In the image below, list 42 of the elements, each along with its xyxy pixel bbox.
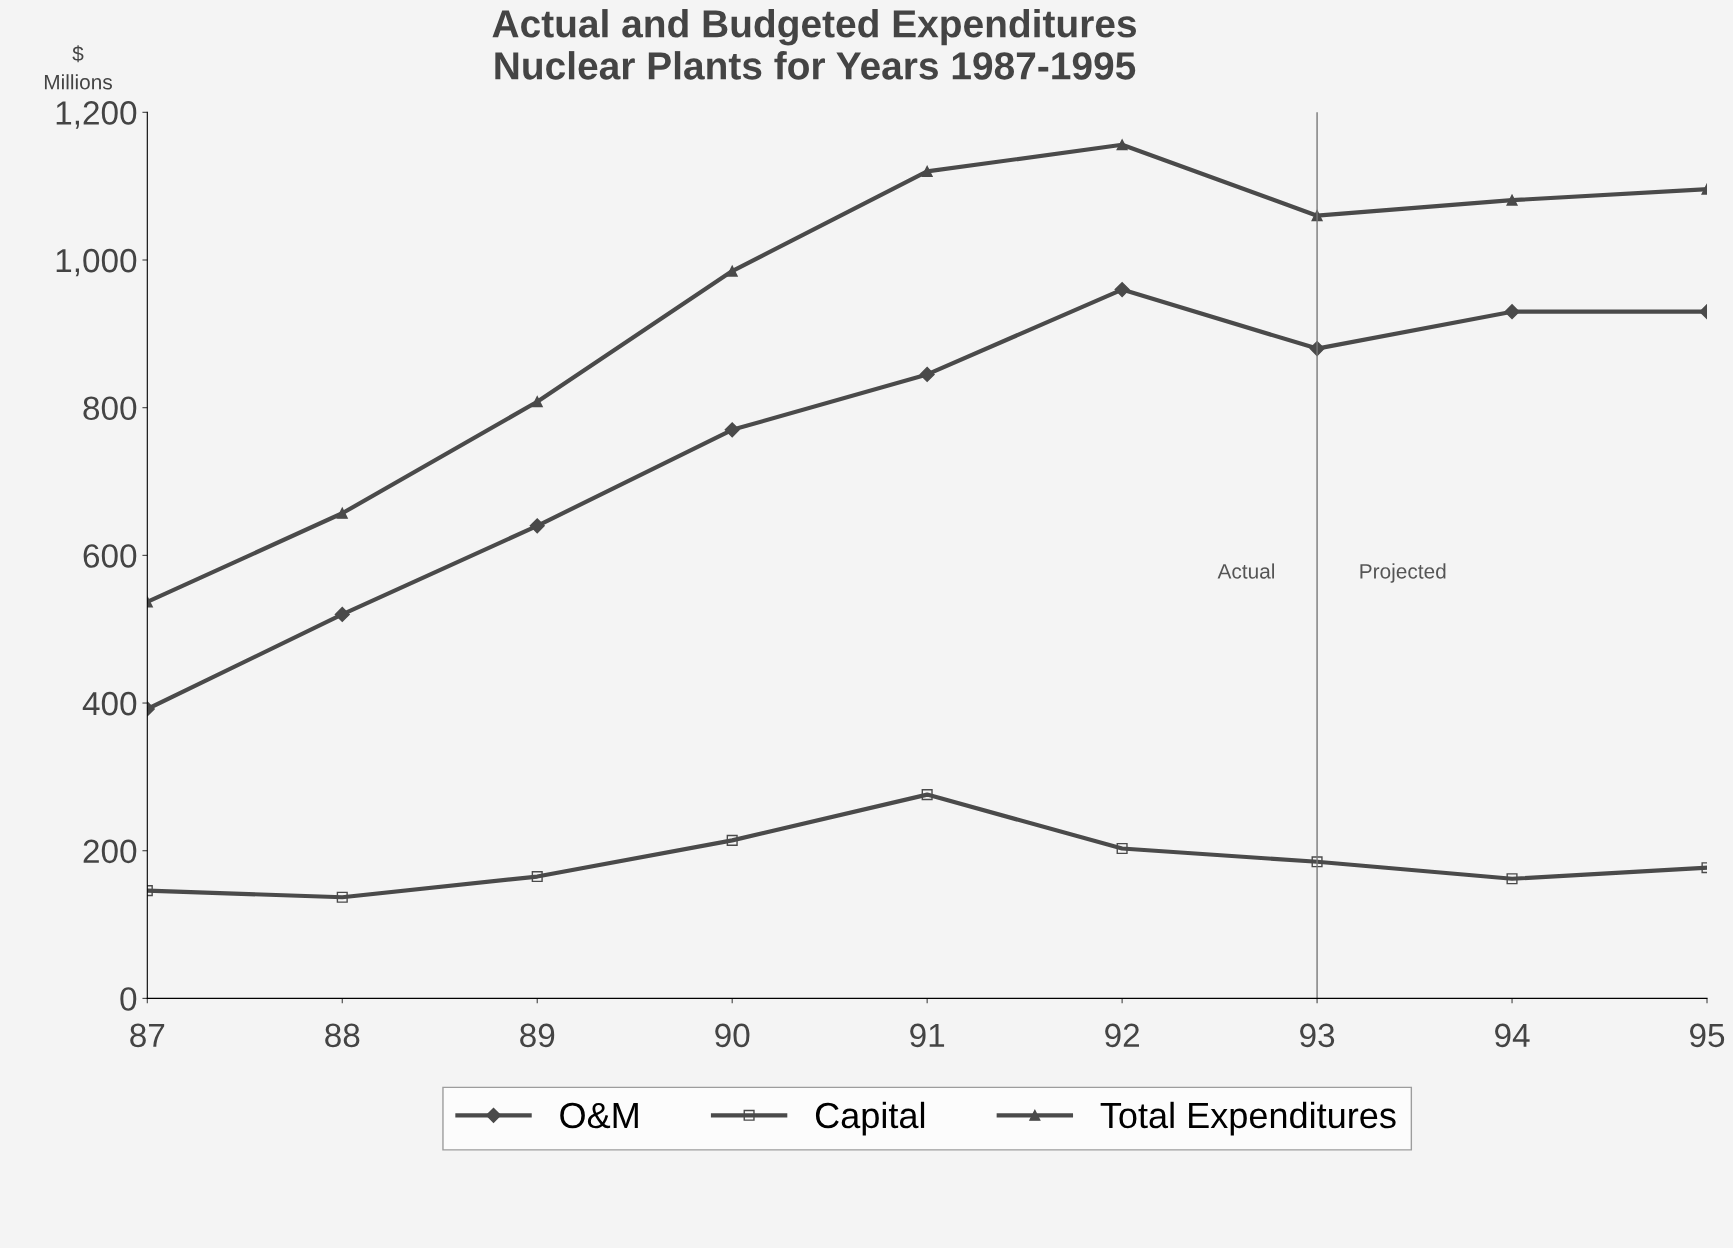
legend-label: O&M bbox=[560, 1102, 638, 1129]
point bbox=[336, 507, 348, 519]
point bbox=[1114, 281, 1130, 298]
x-tick-label: 95 bbox=[1690, 1023, 1725, 1048]
x-tick-label: 90 bbox=[715, 1023, 750, 1048]
point bbox=[1311, 856, 1323, 868]
y-tick-label: 600 bbox=[83, 544, 137, 568]
point bbox=[529, 518, 545, 534]
point bbox=[336, 891, 348, 903]
legend-label: Total Expenditures bbox=[1100, 1101, 1396, 1136]
point bbox=[726, 265, 738, 277]
point bbox=[1506, 873, 1518, 885]
point bbox=[1506, 194, 1518, 206]
x-tick-label: 94 bbox=[1495, 1023, 1530, 1048]
x-tick-label: 87 bbox=[130, 1023, 165, 1048]
point bbox=[726, 834, 738, 846]
point bbox=[921, 165, 933, 177]
y-tick-label: 1,200 bbox=[56, 101, 137, 129]
point bbox=[724, 422, 740, 438]
x-tick-label: 89 bbox=[520, 1023, 555, 1048]
x-tick-label: 91 bbox=[910, 1023, 945, 1048]
annotation: Actual bbox=[1217, 563, 1275, 579]
x-tick-label: 88 bbox=[325, 1023, 360, 1048]
legend-label: Capital bbox=[815, 1101, 925, 1136]
chart-title: Actual and Budgeted Expenditures Nuclear Plants for Years 1987-1995 bbox=[492, 9, 1136, 80]
annotation: Projected bbox=[1360, 563, 1446, 583]
y-tick-label: 0 bbox=[120, 987, 137, 1011]
y-axis-title: $ Millions bbox=[44, 45, 112, 90]
y-tick-label: 800 bbox=[83, 396, 137, 421]
point bbox=[921, 789, 933, 801]
point bbox=[919, 366, 935, 383]
point bbox=[1116, 842, 1128, 855]
x-tick-label: 93 bbox=[1300, 1023, 1335, 1048]
y-tick-label: 200 bbox=[83, 839, 137, 864]
y-tick-label: 400 bbox=[82, 691, 137, 716]
point bbox=[531, 396, 543, 408]
x-tick-label: 92 bbox=[1105, 1023, 1139, 1048]
point bbox=[1116, 139, 1128, 151]
point bbox=[531, 871, 543, 883]
point bbox=[334, 606, 350, 623]
point bbox=[1504, 304, 1520, 320]
y-tick-label: 1,000 bbox=[56, 248, 137, 277]
